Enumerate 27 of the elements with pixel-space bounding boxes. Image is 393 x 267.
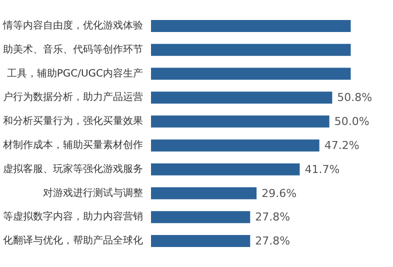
y-tick-label: 工具，辅助PGC/UGC内容生产 — [6, 67, 143, 80]
data-label: 27.8% — [255, 210, 290, 224]
bar — [151, 116, 330, 128]
y-tick-label: 户行为数据分析，助力产品运营 — [3, 91, 143, 104]
y-tick-label: 材制作成本，辅助买量素材创作 — [2, 138, 143, 151]
y-tick-label: 和分析买量行为，强化买量效果 — [3, 115, 143, 128]
data-label: 29.6% — [262, 186, 297, 200]
bar — [151, 68, 351, 80]
y-tick-label: 化翻译与优化，帮助产品全球化 — [3, 234, 143, 247]
bar — [151, 187, 257, 200]
y-tick-label: 助美术、音乐、代码等创作环节 — [3, 43, 143, 56]
bar — [151, 92, 332, 104]
bar — [151, 20, 351, 32]
data-label: 47.2% — [324, 138, 360, 152]
y-tick-label: 等虚拟数字内容，助力内容营销 — [3, 210, 143, 223]
data-label: 27.8% — [255, 234, 290, 248]
y-tick-label: 虚拟客服、玩家等强化游戏服务 — [3, 162, 143, 175]
data-label: 50.8% — [337, 91, 372, 104]
bar — [151, 139, 320, 152]
bar — [151, 44, 351, 56]
data-label: 41.7% — [304, 162, 340, 176]
bar — [151, 235, 250, 248]
y-tick-label: 对游戏进行测试与调整 — [43, 186, 143, 199]
bar — [151, 211, 250, 224]
y-tick-label: 情等内容自由度，优化游戏体验 — [2, 19, 143, 32]
data-label: 50.0% — [334, 115, 370, 128]
bar — [151, 163, 300, 176]
